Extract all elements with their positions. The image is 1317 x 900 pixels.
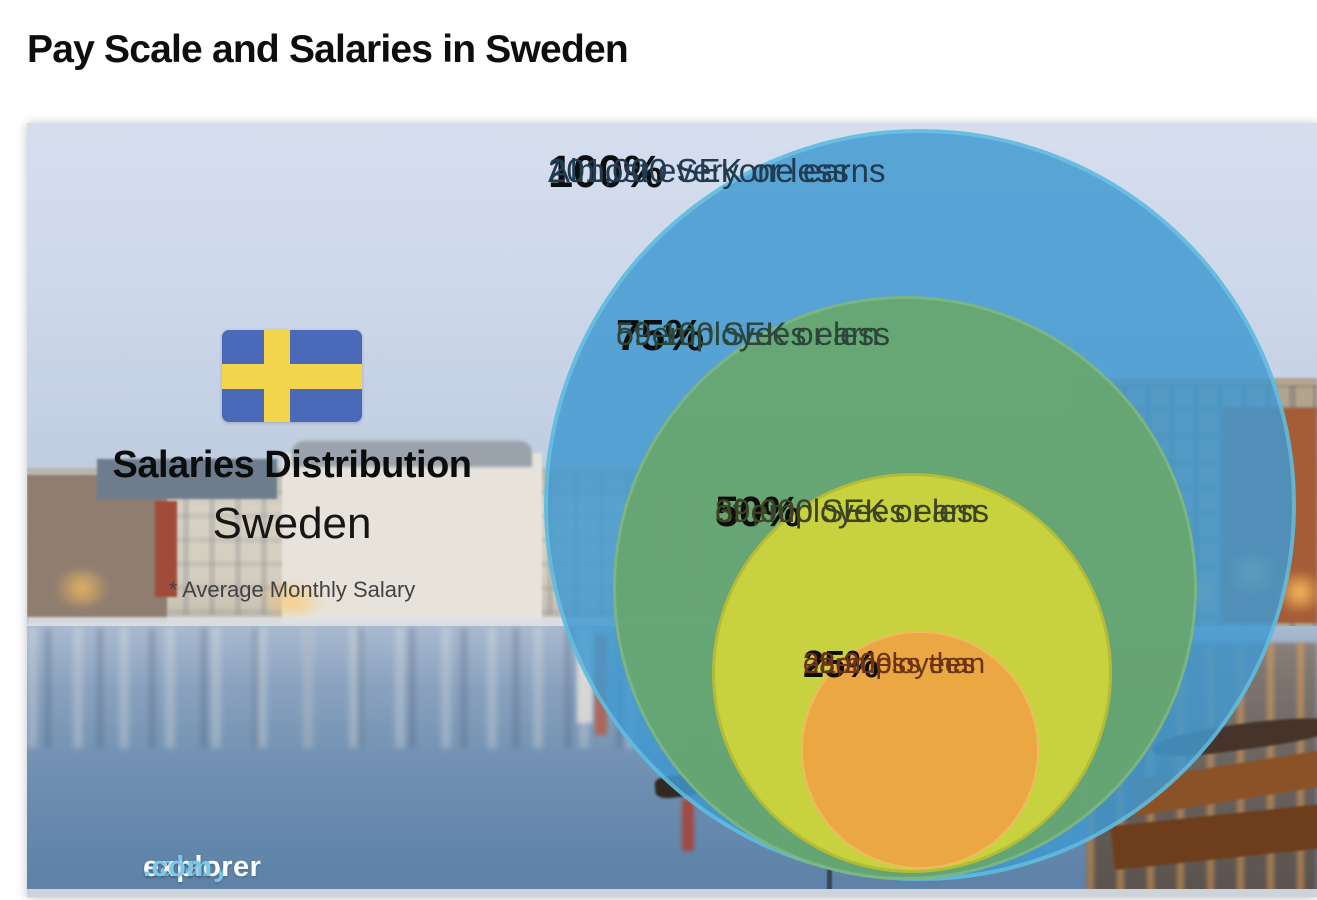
watermark-domain: .com	[143, 851, 213, 883]
salary-distribution-infographic: 100% Almost everyone earns 201,000 SEK o…	[27, 123, 1317, 897]
average-monthly-salary-note: * Average Monthly Salary	[168, 577, 416, 602]
sweden-flag-icon	[222, 330, 362, 422]
building-red-accent	[155, 501, 177, 597]
circle-25-line-3: 28,200	[803, 648, 892, 680]
building-left-roof	[97, 459, 277, 499]
mast-reflection	[827, 847, 832, 897]
infographic-heading: Salaries Distribution	[112, 444, 472, 486]
infographic-country: Sweden	[212, 499, 372, 548]
watermark-explorer: explorer	[143, 851, 262, 883]
circle-75-percent-label: 75%	[616, 311, 705, 360]
circle-100-line-2: 201,000 SEK or less	[548, 152, 849, 189]
watermark-salary: salary	[143, 851, 230, 883]
streetlight-glow	[47, 571, 117, 605]
page-title: Pay Scale and Salaries in Sweden	[27, 28, 629, 71]
streetlight-glow	[247, 585, 337, 615]
circle-25-percent-label: 25%	[803, 644, 880, 686]
left-info-panel: Salaries Distribution Sweden * Average M…	[57, 330, 527, 603]
circle-50-line-1: of employees earn	[715, 493, 979, 529]
circle-50-percent-label: 50%	[715, 488, 802, 536]
circle-100-percent-label: 100%	[548, 146, 664, 197]
circle-50-line-2: 39,000 SEK or less	[715, 493, 989, 529]
circle-75-line-1: of employees earn	[616, 316, 880, 352]
photo-bottom-strip	[27, 889, 1317, 897]
circle-25-line-2: earn less than	[803, 648, 986, 680]
circle-25-line-1: of employees	[803, 648, 976, 680]
flag-cross-horizontal	[222, 364, 362, 389]
building-cream-roof	[292, 441, 532, 467]
circle-100-line-1: Almost everyone earns	[548, 152, 886, 189]
boat-red-reflection	[682, 799, 694, 851]
circle-25-percent: 25% of employees earn less than 28,200	[801, 631, 1039, 869]
circle-75-line-2: 59,100 SEK or less	[616, 316, 890, 352]
